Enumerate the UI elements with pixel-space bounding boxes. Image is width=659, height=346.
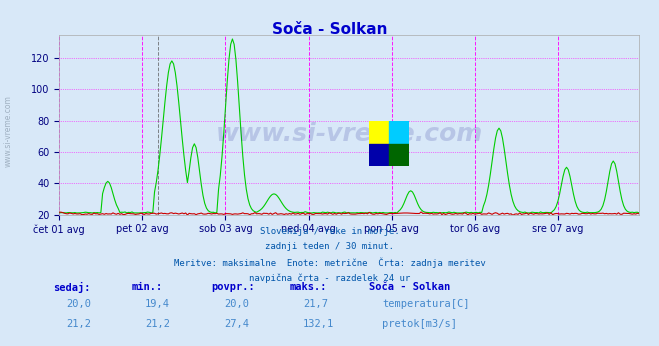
Text: povpr.:: povpr.: (211, 282, 254, 292)
Text: 21,2: 21,2 (66, 319, 91, 329)
Text: Slovenija / reke in morje.: Slovenija / reke in morje. (260, 227, 399, 236)
Text: 20,0: 20,0 (66, 299, 91, 309)
Text: Soča - Solkan: Soča - Solkan (369, 282, 450, 292)
Text: temperatura[C]: temperatura[C] (382, 299, 470, 309)
Text: 132,1: 132,1 (303, 319, 334, 329)
Text: 19,4: 19,4 (145, 299, 170, 309)
Text: Soča - Solkan: Soča - Solkan (272, 22, 387, 37)
Bar (389, 144, 409, 166)
Bar (389, 121, 409, 144)
Text: sedaj:: sedaj: (53, 282, 90, 293)
Text: 21,2: 21,2 (145, 319, 170, 329)
Text: 27,4: 27,4 (224, 319, 249, 329)
Text: 20,0: 20,0 (224, 299, 249, 309)
Bar (369, 121, 389, 144)
Text: maks.:: maks.: (290, 282, 328, 292)
Text: pretok[m3/s]: pretok[m3/s] (382, 319, 457, 329)
Text: www.si-vreme.com: www.si-vreme.com (215, 121, 483, 146)
Text: www.si-vreme.com: www.si-vreme.com (3, 95, 13, 167)
Text: navpična črta - razdelek 24 ur: navpična črta - razdelek 24 ur (249, 273, 410, 283)
Text: zadnji teden / 30 minut.: zadnji teden / 30 minut. (265, 242, 394, 251)
Text: min.:: min.: (132, 282, 163, 292)
Bar (369, 144, 389, 166)
Text: Meritve: maksimalne  Enote: metrične  Črta: zadnja meritev: Meritve: maksimalne Enote: metrične Črta… (173, 258, 486, 268)
Text: 21,7: 21,7 (303, 299, 328, 309)
